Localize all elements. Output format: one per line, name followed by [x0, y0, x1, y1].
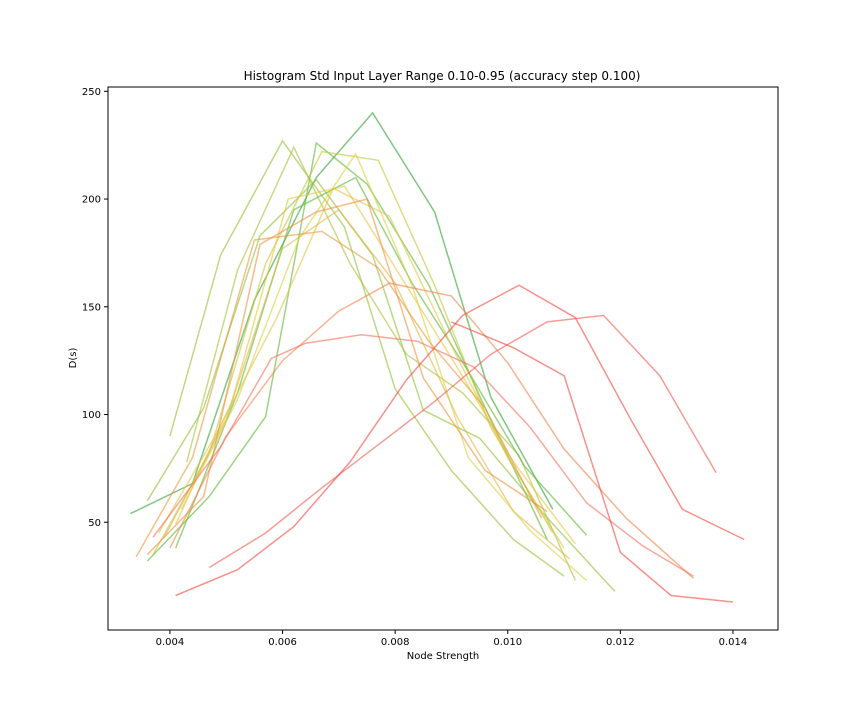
plot-area-frame — [107, 86, 779, 631]
series-line-2 — [146, 141, 548, 562]
series-layer — [130, 111, 745, 603]
x-tick-label: 0.004 — [156, 637, 185, 648]
series-line-16 — [208, 314, 717, 569]
series-line-6 — [174, 176, 588, 549]
y-tick-label: 200 — [82, 195, 101, 206]
y-tick-label: 250 — [82, 87, 101, 98]
series-line-18 — [451, 321, 734, 603]
x-tick-label: 0.008 — [381, 637, 410, 648]
y-axis-label: D(s) — [68, 348, 79, 369]
y-tick-label: 100 — [82, 410, 101, 421]
x-tick-label: 0.014 — [719, 637, 748, 648]
series-line-17 — [175, 284, 745, 597]
series-line-1 — [130, 111, 554, 515]
series-line-14 — [169, 282, 694, 579]
series-line-15 — [152, 334, 694, 577]
x-axis-label: Node Strength — [407, 651, 480, 662]
y-tick-label: 150 — [82, 302, 101, 313]
series-line-13 — [146, 198, 548, 556]
series-line-10 — [163, 208, 571, 560]
x-tick-label: 0.012 — [606, 637, 635, 648]
series-line-12 — [135, 230, 543, 558]
series-line-5 — [186, 145, 576, 581]
x-tick-label: 0.006 — [268, 637, 297, 648]
series-line-11 — [180, 152, 588, 581]
y-axis: 50 100 150 200 250 — [82, 87, 108, 529]
series-line-3 — [169, 139, 565, 577]
chart-title: Histogram Std Input Layer Range 0.10-0.9… — [244, 69, 641, 83]
x-tick-label: 0.010 — [493, 637, 522, 648]
x-axis: 0.004 0.006 0.008 0.010 0.012 0.014 — [156, 630, 748, 648]
y-tick-label: 50 — [88, 518, 101, 529]
